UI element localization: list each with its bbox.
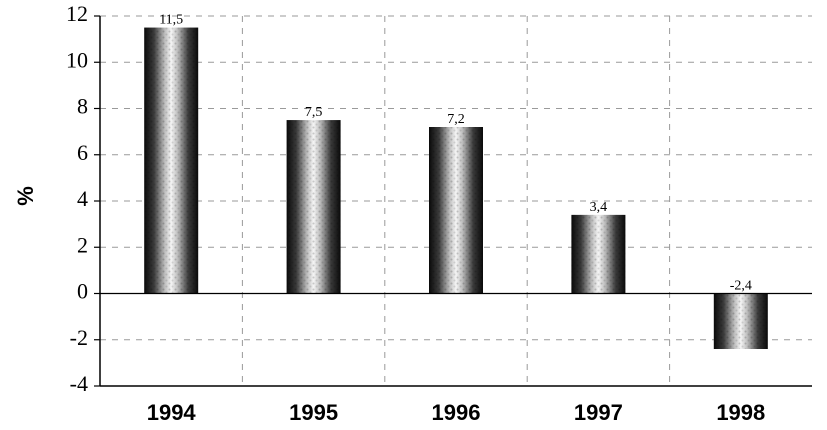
bar-texture — [571, 214, 626, 294]
y-tick-label: 6 — [77, 140, 88, 165]
x-tick-labels: 1994 1995 1996 1997 1998 — [147, 400, 766, 425]
x-tick-label: 1996 — [432, 400, 481, 425]
y-axis-label: % — [13, 186, 38, 206]
bar-texture — [713, 293, 768, 349]
axes — [94, 15, 812, 387]
y-tick-label: -2 — [70, 325, 88, 350]
y-tick-labels: 12 10 8 6 4 2 0 -2 -4 — [66, 1, 88, 396]
data-label: 3,4 — [590, 200, 608, 215]
y-tick-label: 2 — [77, 232, 88, 257]
data-label: 11,5 — [159, 13, 183, 28]
x-tick-label: 1995 — [289, 400, 338, 425]
y-tick-label: 8 — [77, 94, 88, 119]
y-tick-label: 0 — [77, 279, 88, 304]
bar-texture — [144, 27, 199, 294]
x-tick-label: 1998 — [716, 400, 765, 425]
x-tick-label: 1994 — [147, 400, 197, 425]
y-tick-label: -4 — [70, 371, 88, 396]
bar-texture — [429, 127, 483, 294]
bar-texture — [286, 120, 341, 294]
data-label: 7,2 — [447, 112, 465, 127]
data-label: -2,4 — [730, 279, 752, 294]
data-label: 7,5 — [305, 105, 323, 120]
x-tick-label: 1997 — [574, 400, 623, 425]
y-tick-label: 4 — [77, 186, 88, 211]
y-tick-label: 10 — [66, 47, 88, 72]
y-tick-label: 12 — [66, 1, 88, 26]
bars-group — [144, 27, 768, 349]
data-labels: 11,5 7,5 7,2 3,4 -2,4 — [159, 13, 752, 294]
